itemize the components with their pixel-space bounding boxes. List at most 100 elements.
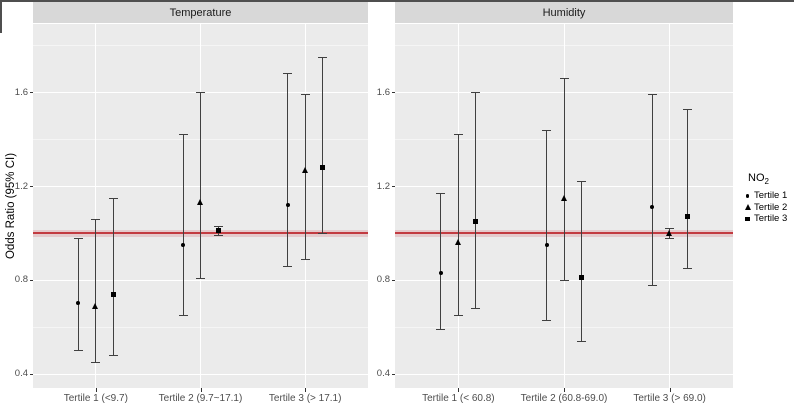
point-circle	[76, 301, 81, 306]
errorbar-cap-top	[577, 181, 586, 183]
errorbar-cap-top	[318, 56, 328, 58]
legend-item-tertile-2: Tertile 2	[741, 202, 794, 214]
y-tick-mark	[391, 186, 395, 188]
legend-title-text: NO	[748, 172, 765, 184]
point-triangle	[454, 239, 461, 246]
legend-marker-square-icon	[741, 216, 754, 222]
errorbar-cap-bottom	[108, 355, 118, 357]
y-tick-mark	[391, 279, 395, 281]
point-square	[110, 291, 116, 297]
point-circle	[438, 270, 443, 275]
errorbar-cap-top	[73, 237, 83, 239]
errorbar-cap-bottom	[436, 329, 446, 331]
errorbar-cap-bottom	[542, 319, 551, 321]
legend-marker-triangle-icon	[741, 204, 754, 211]
errorbar-cap-top	[453, 134, 463, 136]
errorbar-cap-bottom	[471, 308, 481, 310]
panel-humidity	[395, 24, 733, 388]
panel-temperature	[33, 24, 368, 388]
point-circle	[285, 202, 290, 207]
legend-item-label: Tertile 2	[754, 201, 788, 213]
x-tick-mark	[95, 388, 97, 392]
y-tick-mark	[29, 186, 33, 188]
y-tick-label: 0.4	[14, 368, 28, 380]
errorbar-line	[112, 197, 114, 356]
point-triangle	[197, 199, 203, 206]
y-tick-mark	[29, 92, 33, 94]
x-tick-mark	[200, 388, 202, 392]
errorbar-cap-top	[213, 225, 223, 227]
facet-strip-temperature: Temperature	[33, 2, 368, 23]
point-triangle	[92, 302, 99, 309]
y-tick-label: 1.2	[14, 180, 28, 192]
x-tick-label: Tertile 3 (> 17.1)	[268, 393, 342, 404]
major-gridline-x	[669, 24, 671, 388]
errorbar-cap-bottom	[283, 265, 293, 267]
legend-item-tertile-1: Tertile 1	[741, 190, 794, 202]
x-tick-mark	[564, 388, 565, 392]
point-square	[684, 214, 690, 220]
errorbar-cap-top	[178, 134, 188, 136]
errorbar-cap-bottom	[682, 268, 692, 270]
errorbar-cap-top	[283, 73, 293, 75]
errorbar-line	[475, 92, 477, 309]
x-tick-label: Tertile 1 (<9.7)	[63, 393, 128, 404]
x-tick-label: Tertile 3 (> 69.0)	[633, 393, 706, 404]
errorbar-cap-bottom	[196, 277, 205, 279]
point-triangle	[560, 194, 567, 201]
y-tick-mark	[29, 373, 33, 375]
legend-item-tertile-3: Tertile 3	[741, 213, 794, 225]
major-gridline-x	[95, 24, 97, 388]
screen-top-edge	[0, 0, 794, 2]
errorbar-cap-bottom	[300, 258, 310, 260]
errorbar-cap-top	[542, 129, 551, 131]
y-tick-mark	[29, 279, 33, 281]
errorbar-line	[182, 134, 184, 316]
errorbar-cap-top	[196, 92, 205, 94]
y-tick-label: 1.2	[376, 180, 390, 192]
errorbar-cap-top	[436, 193, 446, 195]
facet-strip-humidity: Humidity	[395, 2, 733, 23]
point-square	[473, 218, 479, 224]
errorbar-cap-bottom	[647, 284, 657, 286]
errorbar-line	[581, 181, 582, 342]
errorbar-cap-bottom	[318, 233, 328, 234]
errorbar-cap-bottom	[665, 237, 675, 239]
errorbar-line	[77, 237, 79, 351]
errorbar-line	[440, 193, 442, 330]
errorbar-cap-top	[559, 78, 569, 79]
point-triangle	[666, 230, 673, 236]
y-tick-label: 1.6	[376, 86, 390, 98]
point-square	[579, 275, 584, 281]
x-tick-mark	[669, 388, 671, 392]
y-tick-mark	[391, 373, 395, 375]
x-tick-mark	[305, 388, 307, 392]
y-tick-label: 1.6	[14, 86, 28, 98]
errorbar-cap-bottom	[559, 279, 569, 281]
y-tick-mark	[391, 92, 395, 94]
errorbar-line	[200, 92, 201, 278]
y-tick-label: 0.4	[376, 368, 390, 380]
errorbar-line	[457, 134, 459, 316]
y-tick-label: 0.8	[376, 274, 390, 286]
errorbar-cap-bottom	[73, 350, 83, 352]
facet-title: Humidity	[542, 6, 586, 19]
errorbar-line	[322, 56, 324, 233]
screen-left-edge	[0, 0, 2, 33]
facet-title: Temperature	[169, 6, 232, 19]
errorbar-line	[563, 78, 565, 280]
errorbar-cap-bottom	[453, 315, 463, 317]
point-square	[215, 228, 221, 234]
x-tick-label: Tertile 2 (60.8-69.0)	[520, 393, 608, 404]
x-tick-label: Tertile 1 (< 60.8)	[422, 393, 495, 404]
y-tick-label: 0.8	[14, 274, 28, 286]
legend-item-label: Tertile 1	[754, 190, 788, 202]
errorbar-line	[686, 108, 688, 269]
legend-title: NO2	[748, 172, 794, 186]
errorbar-line	[651, 94, 653, 285]
point-circle	[650, 205, 655, 210]
point-circle	[181, 242, 185, 247]
y-axis-title: Odds Ratio (95% CI)	[5, 152, 17, 260]
legend-marker-circle-icon	[741, 194, 754, 198]
